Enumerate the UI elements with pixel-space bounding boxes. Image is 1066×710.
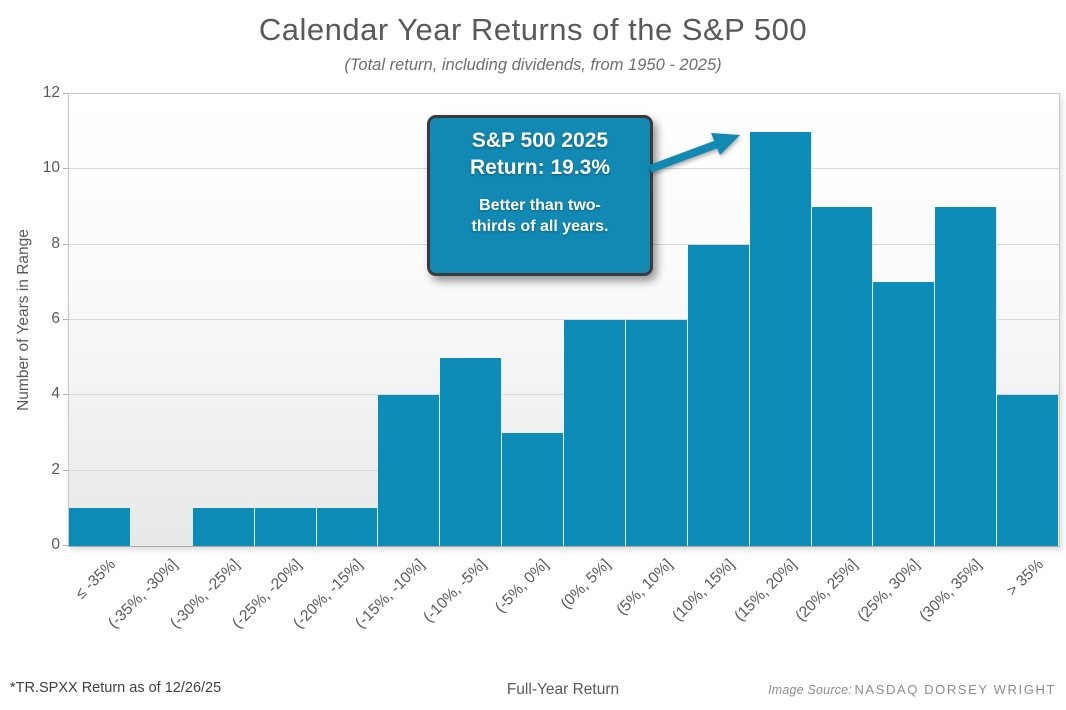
y-tick-label: 8: [51, 234, 60, 252]
histogram-bar: [69, 508, 131, 546]
x-tick-label: > 35%: [1003, 556, 1048, 600]
histogram-bar: [254, 508, 317, 546]
histogram-bar: [440, 357, 503, 546]
y-tick-mark: [63, 93, 68, 94]
x-tick-label: (-25%, -20%]: [228, 556, 305, 632]
histogram-bar: [625, 320, 688, 546]
x-tick-label: (-20%, -15%]: [290, 556, 367, 632]
x-tick-label: (-5%, 0%]: [491, 556, 553, 617]
gridline: [69, 319, 1059, 320]
y-tick-mark: [63, 168, 68, 170]
x-tick-label: (-10%, -5%]: [420, 556, 491, 626]
image-source-label: Image Source:: [768, 683, 852, 697]
x-tick-label: (10%, 15%]: [669, 556, 738, 625]
histogram-bar: [564, 320, 626, 546]
histogram-bar: [811, 207, 874, 546]
y-tick-mark: [63, 469, 68, 471]
x-axis-title: Full-Year Return: [506, 681, 620, 698]
x-tick-label: (25%, 30%]: [854, 556, 924, 625]
y-tick-mark: [63, 243, 68, 245]
x-tick-label: (15%, 20%]: [730, 556, 800, 625]
histogram-bar: [749, 131, 812, 546]
image-source: Image Source: NASDAQ DORSEY WRIGHT: [768, 682, 1056, 697]
y-tick-mark: [63, 319, 68, 320]
y-tick-mark: [63, 394, 68, 396]
x-tick-label: (-15%, -10%]: [352, 556, 429, 632]
y-tick-label: 2: [51, 460, 60, 478]
y-tick-label: 6: [51, 310, 60, 327]
x-tick-label: (-30%, -25%]: [166, 556, 243, 632]
histogram-bar: [997, 395, 1059, 546]
x-tick-label: (30%, 35%]: [916, 556, 986, 625]
histogram-bar: [316, 508, 379, 546]
y-tick-label: 10: [42, 159, 60, 177]
x-tick-label: (-35%, -30%]: [104, 556, 181, 632]
footnote: *TR.SPXX Return as of 12/26/25: [10, 680, 222, 696]
y-tick-mark: [63, 545, 68, 546]
callout-line-1: S&P 500 2025: [471, 129, 609, 152]
annotation-callout: S&P 500 2025 Return: 19.3% Better than t…: [427, 115, 653, 276]
x-tick-label: (0%, 5%]: [557, 556, 614, 613]
callout-line-3: Better than two-: [479, 197, 601, 214]
x-tick-label: ≤ -35%: [72, 556, 119, 603]
histogram-bar: [687, 244, 750, 546]
callout-line-2: Return: 19.3%: [469, 156, 611, 179]
histogram-bar: [502, 433, 564, 546]
histogram-bar: [873, 282, 936, 546]
histogram-bar: [192, 508, 255, 546]
histogram-bar: [378, 395, 441, 546]
callout-arrow-icon: [648, 133, 740, 173]
page-subtitle: (Total return, including dividends, from…: [344, 56, 722, 74]
x-tick-label: (5%, 10%]: [613, 556, 676, 619]
callout-line-4: thirds of all years.: [471, 218, 609, 235]
y-tick-label: 12: [42, 84, 60, 101]
page-title: Calendar Year Returns of the S&P 500: [258, 12, 808, 47]
y-tick-label: 0: [51, 536, 60, 553]
y-tick-label: 4: [51, 385, 60, 403]
histogram-bar: [935, 207, 998, 546]
image-source-name: NASDAQ DORSEY WRIGHT: [854, 682, 1056, 697]
x-tick-label: (20%, 25%]: [792, 556, 862, 625]
